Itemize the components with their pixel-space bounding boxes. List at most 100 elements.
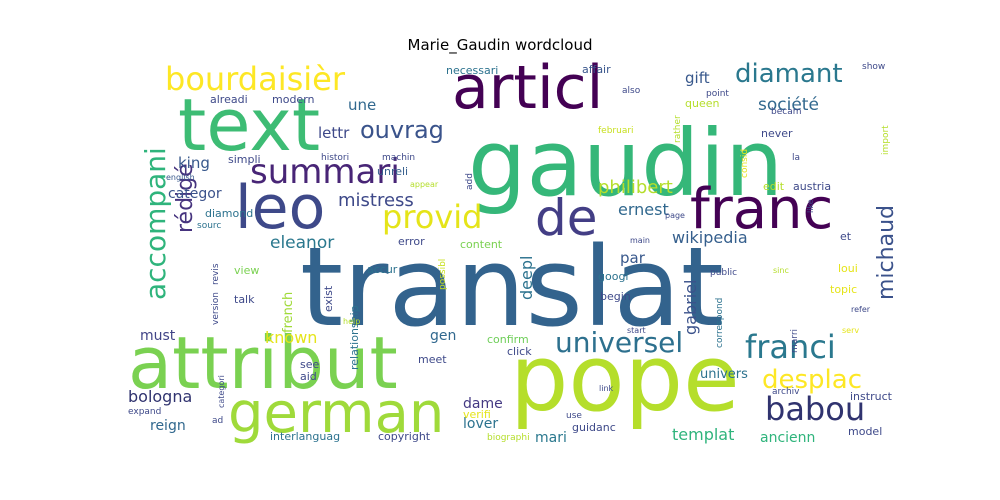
word-instruct: instruct: [850, 390, 893, 403]
word-verifi: verifi: [463, 408, 491, 421]
word-topic: topic: [830, 283, 857, 296]
word-mistress: mistress: [338, 190, 414, 211]
word-michaud: michaud: [874, 205, 899, 300]
word-rédigé: rédigé: [173, 163, 198, 233]
word-archiv: archiv: [772, 387, 800, 397]
word-like: like: [806, 199, 815, 213]
word-une: une: [348, 96, 376, 114]
word-meet: meet: [418, 353, 447, 366]
word-accur: accur: [367, 263, 398, 276]
word-revis: revis: [211, 263, 221, 285]
word-necessari: necessari: [446, 64, 498, 77]
word-marri: marri: [790, 329, 800, 353]
word-pope: pope: [510, 325, 740, 432]
word-model: model: [848, 425, 882, 438]
word-gen: gen: [430, 328, 456, 344]
word-gift: gift: [685, 69, 710, 87]
word-mari: mari: [535, 430, 567, 446]
word-société: société: [758, 95, 819, 115]
word-use: use: [566, 411, 582, 421]
word-exist: exist: [322, 285, 335, 312]
word-must: must: [140, 328, 176, 344]
word-bourdaisièr: bourdaisièr: [165, 60, 346, 98]
word-la: la: [792, 153, 800, 163]
word-et: et: [840, 230, 852, 243]
word-ad: ad: [212, 416, 223, 426]
word-text: text: [178, 83, 320, 167]
word-ernest: ernest: [618, 200, 669, 219]
word-accompani: accompani: [139, 147, 172, 300]
word-alreadi: alreadi: [210, 93, 248, 106]
word-philibert: philibert: [598, 177, 673, 198]
word-expand: expand: [128, 407, 161, 417]
word-page: page: [665, 211, 685, 220]
word-diamant: diamant: [735, 59, 843, 89]
word-guidanc: guidanc: [572, 421, 616, 434]
word-version: version: [211, 292, 221, 325]
word-affair: affair: [582, 63, 611, 76]
word-googl: googl: [598, 270, 628, 283]
word-dame: dame: [463, 396, 503, 412]
word-simpli: simpli: [228, 153, 261, 166]
word-main: main: [630, 236, 650, 245]
word-categor: categor: [168, 186, 222, 202]
word-universel: universel: [555, 326, 683, 359]
word-known: known: [265, 328, 317, 347]
word-talk: talk: [234, 293, 255, 306]
word-begin: begin: [600, 290, 631, 303]
word-error: error: [398, 235, 425, 248]
word-leo: leo: [235, 173, 325, 243]
word-relationship: relationship: [348, 305, 361, 370]
word-aid: aid: [300, 370, 317, 383]
word-english: english: [166, 173, 195, 182]
word-lover: lover: [463, 416, 498, 432]
word-french: french: [281, 292, 296, 333]
word-summari: summari: [250, 152, 400, 192]
word-refer: refer: [851, 305, 871, 314]
word-templat: templat: [672, 425, 734, 444]
word-appear: appear: [410, 180, 439, 189]
word-machin: machin: [382, 153, 415, 163]
word-babou: babou: [765, 390, 865, 428]
word-public: public: [710, 268, 737, 278]
word-univers: univers: [700, 367, 748, 382]
word-eleanor: eleanor: [270, 233, 334, 253]
word-wikipedia: wikipedia: [672, 228, 748, 247]
word-edit: edit: [763, 180, 785, 193]
word-reign: reign: [150, 418, 186, 434]
word-deepl: deepl: [517, 256, 536, 300]
word-see: see: [300, 358, 319, 371]
word-gaudin: gaudin: [468, 110, 783, 217]
word-click: click: [507, 345, 532, 358]
word-histori: histori: [321, 153, 349, 163]
word-confirm: confirm: [487, 333, 529, 346]
word-rather: rather: [673, 115, 683, 143]
word-help: help: [343, 317, 360, 326]
word-bologna: bologna: [128, 387, 192, 406]
word-franc: franc: [690, 177, 833, 242]
word-consid: consid: [740, 149, 750, 178]
word-king: king: [178, 154, 210, 172]
chart-title: Marie_Gaudin wordcloud: [407, 36, 593, 54]
word-categori: categori: [217, 375, 226, 408]
word-start: start: [627, 326, 646, 335]
word-diamond: diamond: [205, 207, 253, 220]
word-serv: serv: [842, 326, 859, 335]
word-loui: loui: [838, 262, 858, 275]
word-februari: februari: [598, 126, 634, 136]
word-lettr: lettr: [318, 124, 350, 142]
word-ancienn: ancienn: [760, 430, 815, 446]
word-desplac: desplac: [762, 365, 862, 395]
word-import: import: [881, 125, 891, 155]
word-franci: franci: [745, 328, 836, 366]
word-par: par: [620, 249, 646, 267]
word-link: link: [599, 384, 614, 393]
word-articl: articl: [452, 53, 603, 123]
word-provid: provid: [382, 198, 482, 236]
word-sourc: sourc: [197, 221, 221, 231]
word-becam: becam: [771, 107, 801, 117]
word-austria: austria: [793, 180, 831, 193]
word-gabriel: gabriel: [681, 280, 700, 335]
word-show: show: [862, 62, 885, 72]
